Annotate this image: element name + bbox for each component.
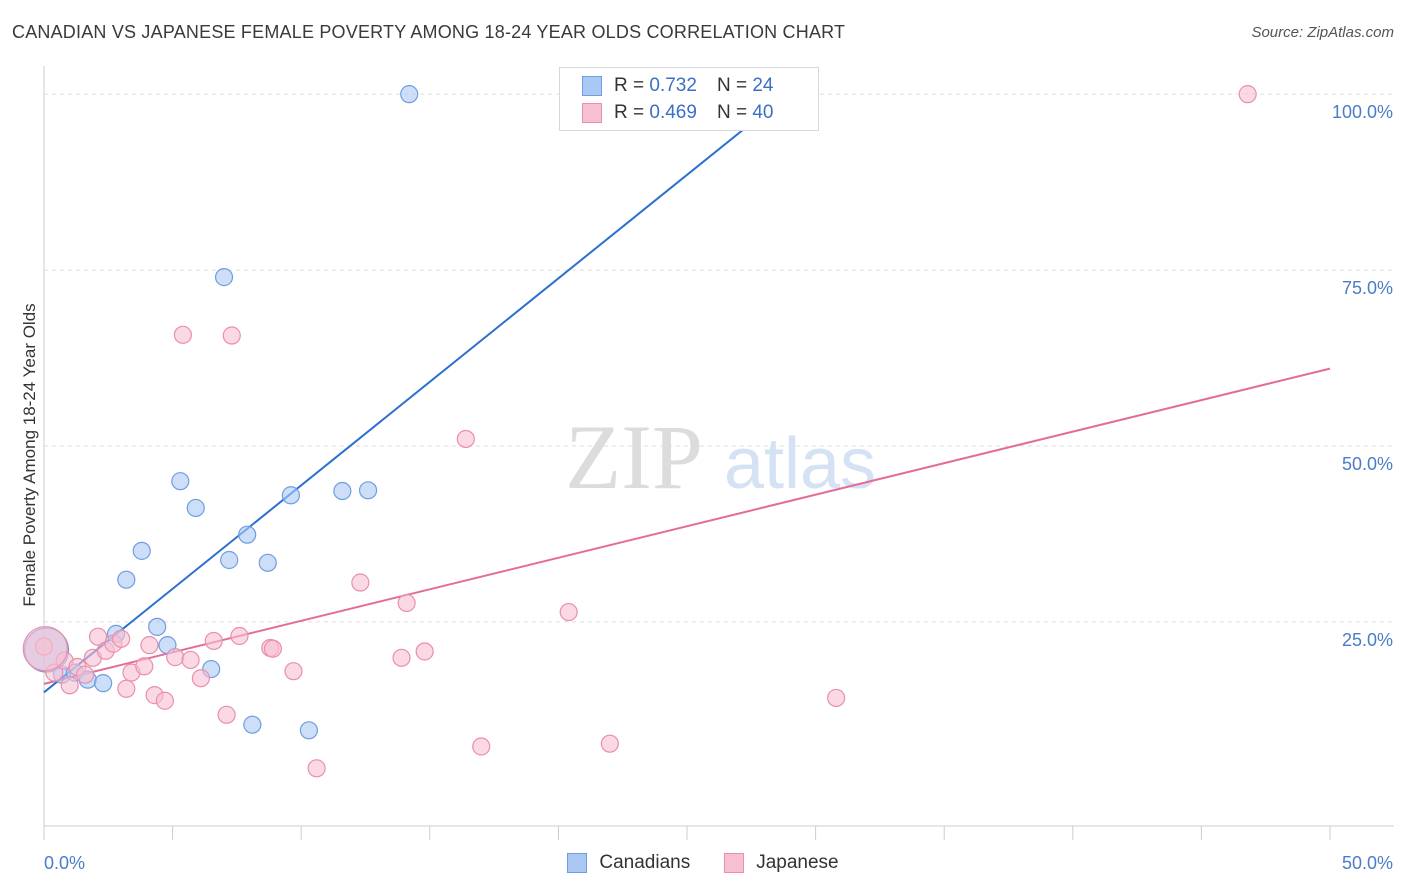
canadians-point — [214, 268, 234, 287]
japanese-point — [217, 705, 236, 724]
japanese-point — [166, 648, 185, 667]
japanese-point — [173, 325, 192, 344]
y-tick-label: 75.0% — [1342, 278, 1393, 298]
n-label: N = — [716, 102, 748, 123]
canadians-swatch — [582, 76, 602, 96]
x-tick-label: 50.0% — [1342, 853, 1393, 873]
x-tick-label: 0.0% — [44, 853, 85, 873]
japanese-point — [397, 593, 416, 613]
canadians-point — [117, 570, 136, 589]
legend-label: Canadians — [599, 852, 691, 873]
watermark: ZIP atlas — [565, 406, 876, 508]
japanese-point — [230, 626, 249, 646]
japanese-point — [415, 642, 434, 661]
canadians-point — [299, 721, 319, 740]
japanese-point — [22, 626, 68, 672]
data-points — [22, 85, 1257, 778]
canadians-point — [186, 498, 205, 518]
canadians-point — [243, 715, 262, 734]
r-value: 0.732 — [649, 75, 697, 96]
r-label: R = — [614, 75, 645, 96]
series-legend: Canadians Japanese — [0, 852, 1406, 874]
japanese-swatch — [582, 103, 602, 123]
japanese-point — [76, 665, 95, 684]
japanese-point — [60, 676, 79, 695]
watermark-atlas: atlas — [724, 424, 876, 504]
japanese-point — [181, 650, 200, 670]
japanese-point — [155, 691, 174, 710]
canadians-trend-line — [43, 93, 788, 694]
japanese-point — [112, 629, 131, 648]
japanese-point — [1238, 85, 1257, 104]
n-value: 24 — [752, 75, 774, 96]
legend-item-japanese[interactable]: Japanese — [724, 852, 839, 874]
japanese-point — [284, 662, 303, 681]
japanese-point — [88, 627, 108, 646]
y-tick-label: 100.0% — [1332, 102, 1393, 122]
canadians-point — [258, 553, 277, 572]
canadians-point — [358, 481, 378, 500]
canadians-point — [281, 486, 301, 505]
x-tick-labels: 0.0% 50.0% — [44, 853, 1393, 873]
trend-lines — [43, 93, 1331, 694]
axes — [43, 66, 1394, 840]
japanese-point — [472, 737, 491, 756]
canadians-swatch — [567, 853, 588, 873]
japanese-point — [117, 679, 136, 698]
canadians-point — [148, 617, 167, 636]
source-label: Source: ZipAtlas.com — [1251, 24, 1394, 41]
canadians-point — [238, 525, 257, 544]
japanese-point — [827, 688, 846, 708]
n-label: N = — [716, 75, 748, 96]
japanese-swatch — [724, 853, 745, 873]
legend-row-canadians: R = 0.732 N = 24 — [582, 74, 773, 98]
canadians-point — [171, 472, 190, 491]
canadians-point — [132, 541, 151, 560]
japanese-point — [222, 326, 241, 345]
japanese-trend-line — [43, 367, 1331, 685]
japanese-point — [191, 669, 210, 688]
japanese-point — [307, 759, 326, 778]
y-tick-label: 50.0% — [1342, 454, 1393, 474]
japanese-point — [351, 573, 370, 592]
canadians-point — [400, 85, 419, 104]
y-tick-labels: 25.0% 50.0% 75.0% 100.0% — [1332, 102, 1393, 650]
japanese-point — [600, 734, 619, 753]
n-value: 40 — [752, 102, 774, 123]
japanese-point — [392, 648, 411, 667]
canadians-point — [94, 674, 113, 693]
canadians-point — [333, 481, 352, 501]
japanese-point — [263, 639, 283, 658]
r-label: R = — [614, 102, 645, 123]
legend-item-canadians[interactable]: Canadians — [567, 852, 690, 874]
japanese-point — [559, 602, 578, 622]
japanese-point — [135, 657, 154, 676]
r-value: 0.469 — [649, 102, 697, 123]
japanese-point — [140, 636, 159, 655]
japanese-point — [204, 631, 223, 651]
legend-label: Japanese — [756, 852, 839, 873]
japanese-point — [456, 429, 475, 449]
y-tick-label: 25.0% — [1342, 630, 1393, 650]
watermark-zip: ZIP — [565, 406, 703, 508]
chart-title: CANADIAN VS JAPANESE FEMALE POVERTY AMON… — [12, 22, 846, 42]
stats-legend: R = 0.732 N = 24 R = 0.469 N = 40 — [559, 67, 819, 131]
legend-row-japanese: R = 0.469 N = 40 — [582, 101, 773, 125]
canadians-point — [220, 550, 239, 570]
